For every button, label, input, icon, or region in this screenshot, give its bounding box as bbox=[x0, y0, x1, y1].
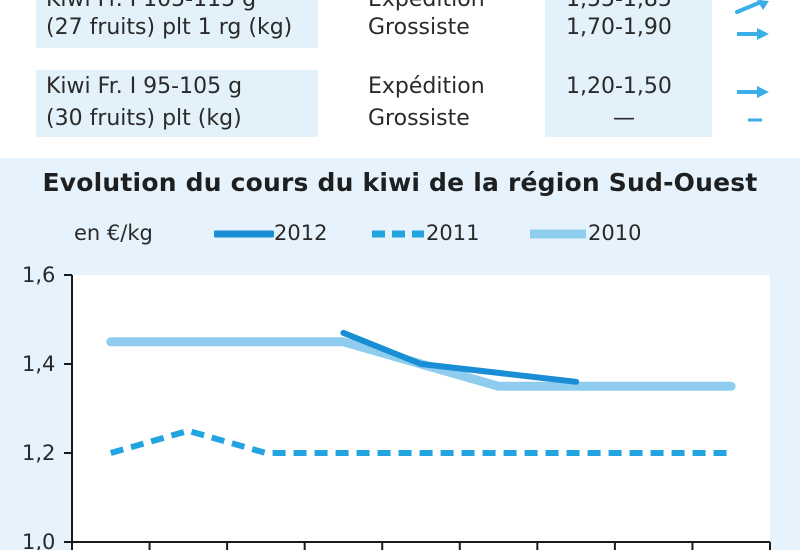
plot-background bbox=[72, 275, 770, 550]
price-col-bg bbox=[545, 0, 712, 137]
market-stage: Grossiste bbox=[368, 106, 470, 131]
legend-swatch-2010 bbox=[530, 229, 586, 239]
series-line-2012 bbox=[340, 329, 580, 385]
trend-up-arrow-icon bbox=[735, 0, 769, 14]
product-col-bg-row2 bbox=[36, 70, 318, 137]
product-name: Kiwi Fr. I 105-115 g bbox=[46, 0, 256, 16]
y-tick-label: 1,0 bbox=[22, 530, 55, 550]
legend-2012: 2012 bbox=[212, 221, 328, 245]
legend-2010: 2010 bbox=[528, 221, 641, 245]
y-tick-label: 1,4 bbox=[22, 352, 55, 376]
price-empty-dash: — bbox=[613, 106, 635, 131]
product-detail: (27 fruits) plt 1 rg (kg) bbox=[46, 15, 293, 40]
product-detail: (30 fruits) plt (kg) bbox=[46, 106, 242, 131]
legend-label: 2011 bbox=[426, 221, 480, 245]
legend-label: 2012 bbox=[274, 221, 328, 245]
y-unit-label: en €/kg bbox=[74, 221, 153, 245]
y-tick-label: 1,6 bbox=[22, 263, 55, 287]
trend-stable-arrow-icon bbox=[737, 28, 769, 40]
legend-swatch-2011 bbox=[372, 230, 424, 238]
market-stage: Expédition bbox=[368, 74, 485, 99]
legend-swatch-2012 bbox=[212, 230, 276, 238]
series-line-2011 bbox=[109, 427, 732, 456]
market-stage: Expédition bbox=[368, 0, 485, 16]
market-stage: Grossiste bbox=[368, 15, 470, 40]
trend-none-dash-icon bbox=[748, 118, 762, 122]
y-tick-label: 1,2 bbox=[22, 441, 55, 465]
trend-stable-arrow-icon bbox=[737, 86, 769, 98]
legend-2011: 2011 bbox=[370, 221, 479, 245]
price-range: 1,20-1,50 bbox=[566, 74, 672, 99]
price-range: 1,55-1,85 bbox=[566, 0, 672, 16]
price-range: 1,70-1,90 bbox=[566, 15, 672, 40]
product-col-bg-row1 bbox=[36, 0, 318, 48]
chart-title: Evolution du cours du kiwi de la région … bbox=[42, 168, 758, 197]
product-name: Kiwi Fr. I 95-105 g bbox=[46, 74, 243, 99]
price-table: Kiwi Fr. I 105-115 g (27 fruits) plt 1 r… bbox=[0, 0, 800, 140]
legend-label: 2010 bbox=[588, 221, 642, 245]
